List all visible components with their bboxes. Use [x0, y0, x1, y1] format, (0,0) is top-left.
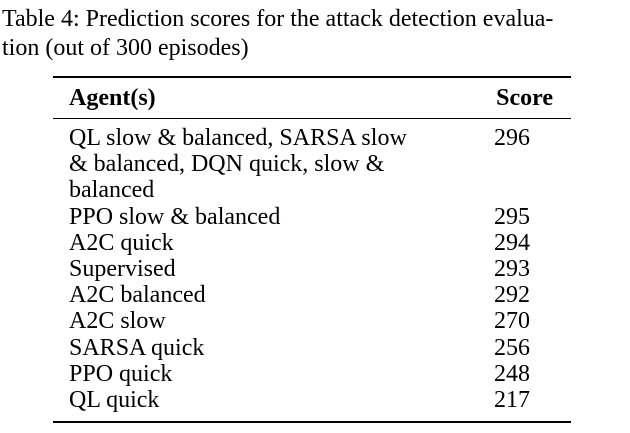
agent-cell-line: QL slow & balanced, SARSA slow — [69, 125, 407, 151]
score-cell: 256 — [494, 334, 530, 361]
score-cell: 294 — [494, 229, 530, 256]
table-header-rule — [53, 118, 571, 119]
header-agents: Agent(s) — [69, 85, 156, 111]
table-header-row: Agent(s) Score — [53, 78, 571, 118]
agent-cell: PPO quick — [53, 361, 429, 387]
table-body: QL slow & balanced, SARSA slow & balanced… — [53, 119, 571, 421]
caption-line-1: Table 4: Prediction scores for the attac… — [2, 6, 554, 32]
agent-cell-line: A2C slow — [69, 308, 166, 335]
agent-cell: QL quick — [53, 387, 429, 413]
agent-cell-line: SARSA quick — [69, 334, 205, 361]
agent-cell-line: & balanced, DQN quick, slow & — [69, 151, 385, 178]
table-row: A2C balanced 292 — [53, 282, 571, 308]
agent-cell: A2C slow — [53, 308, 429, 334]
agent-cell-line: Supervised — [69, 256, 176, 283]
agent-cell-line: balanced — [69, 177, 155, 204]
caption-line-2: tion (out of 300 episodes) — [2, 35, 249, 61]
agent-cell-line: PPO slow & balanced — [69, 203, 281, 230]
table-row: A2C slow 270 — [53, 308, 571, 334]
agent-cell: SARSA quick — [53, 335, 429, 361]
agent-cell: PPO slow & balanced — [53, 204, 429, 230]
table-row: Supervised 293 — [53, 256, 571, 282]
score-cell: 248 — [494, 360, 530, 387]
score-cell: 270 — [494, 308, 530, 335]
table-caption: Table 4: Prediction scores for the attac… — [2, 5, 626, 63]
score-cell: 292 — [494, 282, 530, 309]
score-cell: 296 — [494, 125, 530, 151]
agent-cell-line: QL quick — [69, 387, 160, 414]
table-bottom-rule — [53, 421, 571, 424]
table-row: PPO quick 248 — [53, 361, 571, 387]
agent-cell: QL slow & balanced, SARSA slow & balanced… — [53, 125, 429, 204]
table-row: A2C quick 294 — [53, 230, 571, 256]
score-cell: 217 — [494, 387, 530, 414]
table-row: PPO slow & balanced 295 — [53, 204, 571, 230]
score-cell: 293 — [494, 256, 530, 283]
agent-cell: A2C quick — [53, 230, 429, 256]
table-top-rule — [53, 76, 571, 78]
score-table: Agent(s) Score QL slow & balanced, SARSA… — [53, 76, 571, 424]
agent-cell-line: A2C balanced — [69, 282, 206, 309]
agent-cell: A2C balanced — [53, 282, 429, 308]
table-row: SARSA quick 256 — [53, 335, 571, 361]
agent-cell-line: A2C quick — [69, 229, 174, 256]
agent-cell: Supervised — [53, 256, 429, 282]
table-row: QL quick 217 — [53, 387, 571, 413]
header-score: Score — [496, 85, 553, 111]
table-row: QL slow & balanced, SARSA slow & balanced… — [53, 125, 571, 204]
score-cell: 295 — [494, 203, 530, 230]
agent-cell-line: PPO quick — [69, 360, 173, 387]
